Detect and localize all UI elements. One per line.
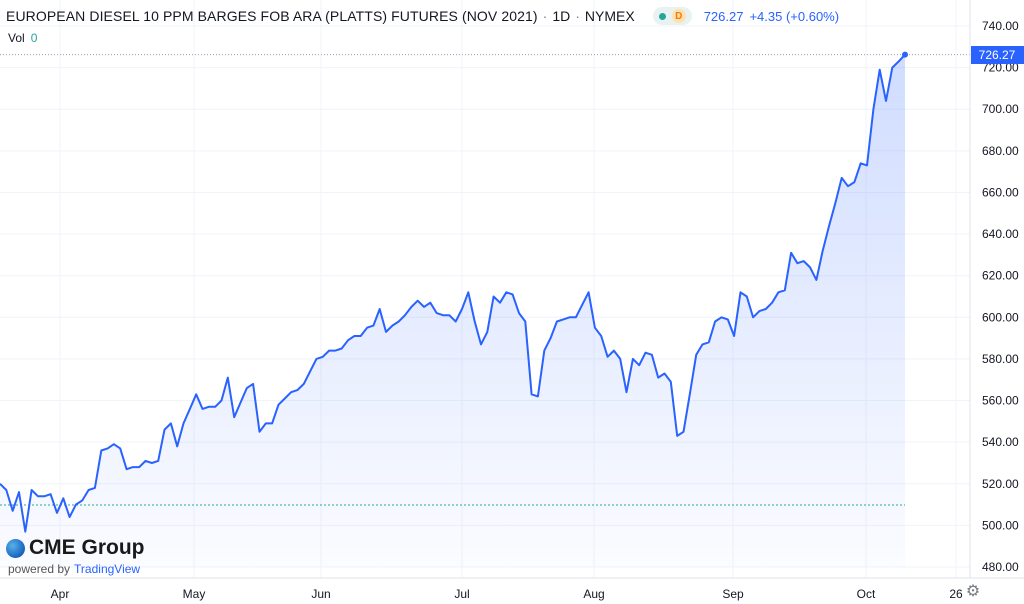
price-axis[interactable]: 740.00 720.00 700.00 680.00 660.00 640.00 620.… — [982, 19, 1019, 574]
series-line — [0, 53, 906, 533]
time-tick-label: Aug — [583, 587, 604, 601]
volume-legend[interactable]: Vol 0 — [8, 31, 37, 45]
tradingview-link[interactable]: TradingView — [74, 562, 141, 576]
interval-label[interactable]: 1D — [552, 8, 571, 24]
price-tick-label: 560.00 — [982, 394, 1019, 408]
price-tick-label: 500.00 — [982, 518, 1019, 532]
symbol-title[interactable]: EUROPEAN DIESEL 10 PPM BARGES FOB ARA (P… — [6, 8, 538, 24]
price-tick-label: 620.00 — [982, 269, 1019, 283]
price-tick-label: 520.00 — [982, 477, 1019, 491]
globe-icon — [6, 538, 25, 558]
cme-logo[interactable]: CME Group powered by TradingView — [6, 536, 145, 576]
area-fill — [0, 54, 905, 568]
volume-label: Vol — [8, 31, 25, 45]
delayed-icon: D — [671, 9, 686, 23]
last-price: 726.27 — [703, 8, 744, 24]
time-tick-label: Sep — [722, 587, 744, 601]
separator-dot: · — [575, 8, 580, 24]
price-tick-label: 720.00 — [982, 61, 1019, 75]
time-tick-label: Oct — [857, 587, 876, 601]
price-change: +4.35 (+0.60%) — [749, 8, 840, 24]
price-tick-label: 540.00 — [982, 435, 1019, 449]
price-tag: 726.27 — [971, 46, 1024, 64]
price-tag-text: 726.27 — [979, 48, 1016, 62]
price-tick-label: 580.00 — [982, 352, 1019, 366]
price-tick-label: 480.00 — [982, 560, 1019, 574]
price-tick-label: 700.00 — [982, 102, 1019, 116]
volume-value: 0 — [30, 31, 38, 45]
time-tick-label: May — [183, 587, 206, 601]
powered-by-label: powered by — [8, 562, 71, 576]
time-tick-label: Jun — [311, 587, 330, 601]
price-tick-label: 740.00 — [982, 19, 1019, 33]
brand-name: CME Group — [29, 536, 145, 559]
separator-dot: · — [542, 8, 548, 24]
price-tick-label: 600.00 — [982, 310, 1019, 324]
time-tick-label: Apr — [51, 587, 70, 601]
price-tick-label: 640.00 — [982, 227, 1019, 241]
gear-icon[interactable]: ⚙ — [965, 583, 981, 600]
exchange-label: NYMEX — [584, 8, 635, 24]
status-dot-icon — [658, 12, 666, 20]
price-tick-label: 660.00 — [982, 185, 1019, 199]
market-status-badge[interactable]: D — [652, 7, 692, 25]
time-axis[interactable]: Apr May Jun Jul Aug Sep Oct 26 — [51, 587, 963, 601]
time-tick-label: Jul — [454, 587, 469, 601]
chart-header: EUROPEAN DIESEL 10 PPM BARGES FOB ARA (P… — [6, 6, 839, 26]
time-tick-label: 26 — [949, 587, 963, 601]
last-point — [902, 51, 908, 58]
price-tick-label: 680.00 — [982, 144, 1019, 158]
